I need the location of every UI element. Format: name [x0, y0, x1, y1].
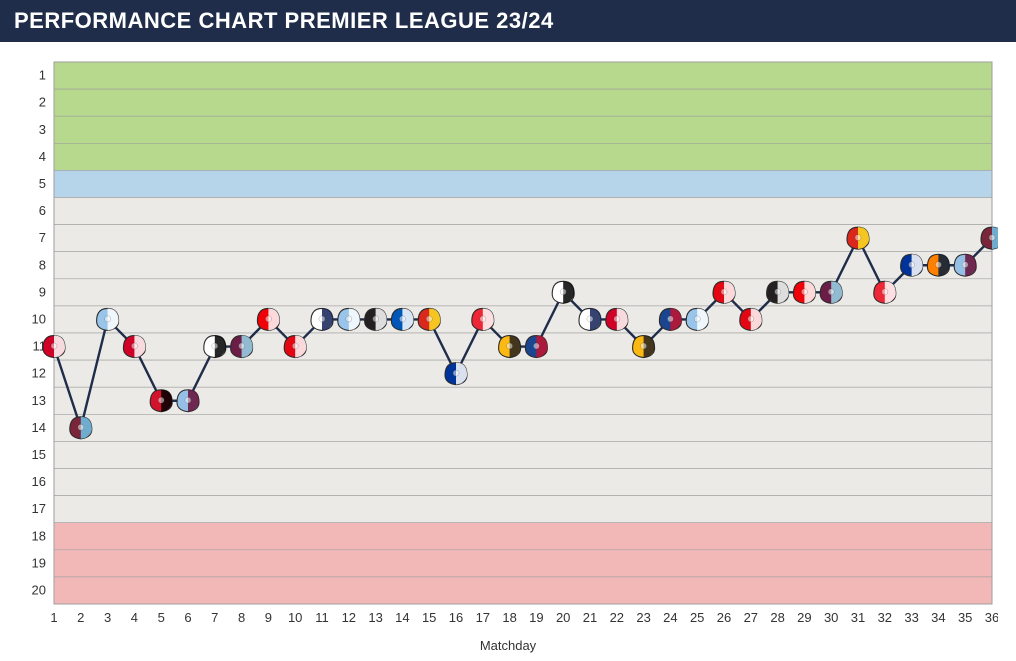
y-tick-label: 8 [39, 257, 46, 272]
x-tick-label: 22 [610, 610, 624, 625]
x-tick-label: 8 [238, 610, 245, 625]
x-tick-label: 10 [288, 610, 302, 625]
marker-mci[interactable] [97, 308, 119, 330]
marker-mci[interactable] [686, 308, 708, 330]
marker-cry[interactable] [659, 308, 681, 330]
x-tick-label: 14 [395, 610, 409, 625]
y-tick-label: 15 [32, 447, 46, 462]
x-tick-label: 11 [315, 610, 329, 625]
marker-whu[interactable] [981, 227, 998, 249]
page-title-text: PERFORMANCE CHART PREMIER LEAGUE 23/24 [14, 8, 554, 33]
x-tick-label: 35 [958, 610, 972, 625]
x-tick-label: 33 [904, 610, 918, 625]
x-tick-label: 4 [131, 610, 138, 625]
marker-shu[interactable] [472, 308, 494, 330]
y-tick-label: 17 [32, 501, 46, 516]
marker-bur[interactable] [231, 336, 253, 358]
marker-mun[interactable] [418, 308, 440, 330]
marker-whu[interactable] [70, 417, 92, 439]
x-tick-label: 5 [158, 610, 165, 625]
y-tick-label: 5 [39, 176, 46, 191]
marker-ful[interactable] [552, 281, 574, 303]
marker-liv[interactable] [606, 308, 628, 330]
x-tick-label: 32 [878, 610, 892, 625]
page-title: PERFORMANCE CHART PREMIER LEAGUE 23/24 [0, 0, 1016, 42]
y-tick-label: 7 [39, 230, 46, 245]
x-tick-label: 16 [449, 610, 463, 625]
marker-bur[interactable] [820, 281, 842, 303]
y-tick-label: 19 [32, 555, 46, 570]
marker-avl[interactable] [954, 254, 976, 276]
marker-bre[interactable] [713, 281, 735, 303]
marker-shu[interactable] [874, 281, 896, 303]
x-tick-label: 27 [744, 610, 758, 625]
x-axis-label: Matchday [18, 638, 998, 653]
y-tick-label: 13 [32, 393, 46, 408]
marker-ars[interactable] [257, 308, 279, 330]
marker-mci[interactable] [338, 308, 360, 330]
x-tick-label: 34 [931, 610, 945, 625]
marker-liv[interactable] [123, 336, 145, 358]
marker-avl[interactable] [177, 390, 199, 412]
y-tick-label: 6 [39, 203, 46, 218]
x-tick-label: 26 [717, 610, 731, 625]
marker-cry[interactable] [525, 336, 547, 358]
x-tick-label: 25 [690, 610, 704, 625]
x-tick-label: 24 [663, 610, 677, 625]
y-tick-label: 16 [32, 474, 46, 489]
marker-tot[interactable] [311, 308, 333, 330]
x-tick-label: 7 [211, 610, 218, 625]
y-tick-label: 20 [32, 582, 46, 597]
x-tick-label: 18 [502, 610, 516, 625]
x-tick-label: 12 [342, 610, 356, 625]
y-tick-label: 14 [32, 420, 46, 435]
marker-wol[interactable] [633, 336, 655, 358]
marker-bou[interactable] [150, 390, 172, 412]
x-tick-label: 3 [104, 610, 111, 625]
x-tick-label: 20 [556, 610, 570, 625]
x-tick-label: 17 [476, 610, 490, 625]
y-tick-label: 10 [32, 311, 46, 326]
marker-liv[interactable] [43, 336, 65, 358]
x-tick-label: 28 [770, 610, 784, 625]
x-tick-label: 9 [265, 610, 272, 625]
performance-chart: 1234567891011121314151617181920123456789… [18, 56, 998, 636]
y-tick-label: 18 [32, 528, 46, 543]
marker-lut[interactable] [927, 254, 949, 276]
marker-new[interactable] [365, 308, 387, 330]
x-tick-label: 23 [636, 610, 650, 625]
marker-wol[interactable] [499, 336, 521, 358]
marker-bha[interactable] [391, 308, 413, 330]
marker-tot[interactable] [579, 308, 601, 330]
marker-bre[interactable] [284, 336, 306, 358]
x-tick-label: 21 [583, 610, 597, 625]
y-tick-label: 4 [39, 149, 46, 164]
marker-eve[interactable] [445, 363, 467, 385]
chart-container: 1234567891011121314151617181920123456789… [0, 42, 1016, 661]
x-tick-label: 31 [851, 610, 865, 625]
marker-mun[interactable] [847, 227, 869, 249]
marker-ful[interactable] [204, 336, 226, 358]
x-tick-label: 30 [824, 610, 838, 625]
marker-new[interactable] [767, 281, 789, 303]
y-tick-label: 12 [32, 366, 46, 381]
marker-ars[interactable] [793, 281, 815, 303]
x-tick-label: 2 [77, 610, 84, 625]
y-tick-label: 3 [39, 122, 46, 137]
x-tick-label: 1 [50, 610, 57, 625]
x-tick-label: 13 [368, 610, 382, 625]
y-tick-label: 9 [39, 284, 46, 299]
y-tick-label: 1 [39, 68, 46, 83]
x-tick-label: 29 [797, 610, 811, 625]
x-tick-label: 36 [985, 610, 998, 625]
x-tick-label: 15 [422, 610, 436, 625]
marker-eve[interactable] [901, 254, 923, 276]
x-tick-label: 19 [529, 610, 543, 625]
y-tick-label: 2 [39, 95, 46, 110]
x-tick-label: 6 [184, 610, 191, 625]
marker-bre[interactable] [740, 308, 762, 330]
